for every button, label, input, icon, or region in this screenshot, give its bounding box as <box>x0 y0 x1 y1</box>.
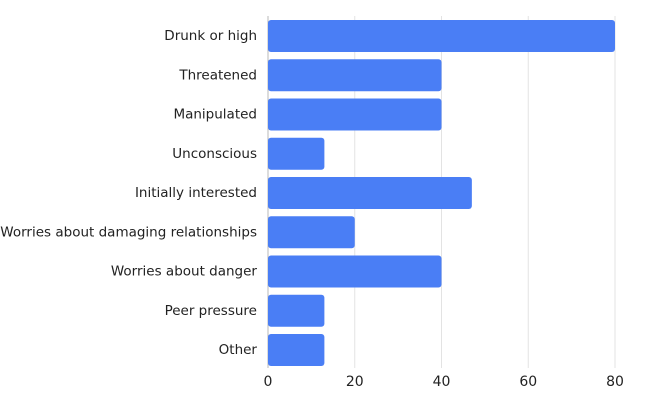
category-label: Peer pressure <box>165 303 257 319</box>
category-label: Manipulated <box>173 107 257 123</box>
bar <box>268 59 442 92</box>
category-label: Unconscious <box>172 146 257 162</box>
category-label: Worries about danger <box>111 264 258 280</box>
bar <box>268 216 355 249</box>
x-tick-label: 60 <box>519 374 537 390</box>
bar <box>268 294 325 327</box>
category-label: Worries about damaging relationships <box>0 224 257 240</box>
category-label: Threatened <box>178 67 257 83</box>
x-tick-label: 20 <box>346 374 364 390</box>
bar <box>268 255 442 288</box>
x-axis-ticks: 0 20 40 60 80 <box>264 374 624 390</box>
x-tick-label: 0 <box>264 374 273 390</box>
bar <box>268 137 325 170</box>
x-tick-label: 80 <box>606 374 624 390</box>
bar <box>268 177 472 209</box>
category-label: Drunk or high <box>164 28 257 44</box>
bar <box>268 334 325 366</box>
x-tick-label: 40 <box>433 374 451 390</box>
bar <box>268 98 442 131</box>
bar <box>268 20 615 52</box>
category-label: Other <box>219 342 258 358</box>
category-labels: Drunk or high Threatened Manipulated Uncons… <box>0 28 257 358</box>
category-label: Initially interested <box>135 185 257 201</box>
bars <box>268 20 615 366</box>
